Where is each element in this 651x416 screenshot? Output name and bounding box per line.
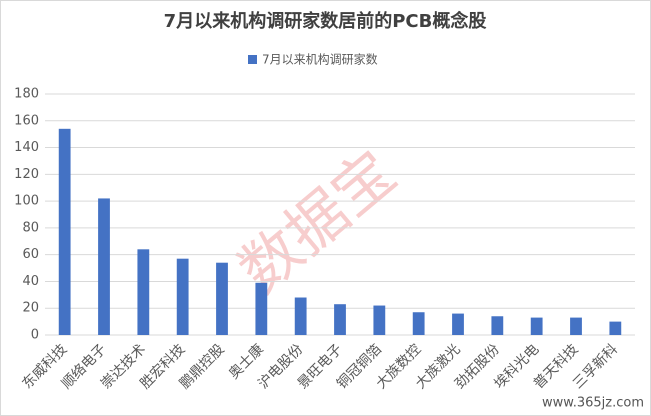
bar (137, 249, 150, 335)
y-tick-label: 100 (14, 194, 39, 209)
legend-label: 7月以来机构调研家数 (262, 52, 378, 67)
y-tick-label: 120 (14, 167, 39, 182)
bar (334, 304, 346, 335)
y-tick-label: 40 (22, 274, 39, 289)
bar (412, 312, 425, 335)
bar (609, 321, 622, 335)
bar (58, 128, 71, 335)
y-tick-label: 60 (22, 247, 39, 262)
bar (255, 282, 268, 335)
y-tick-label: 180 (14, 87, 39, 102)
bar (373, 305, 386, 335)
bar (98, 198, 110, 335)
y-tick-label: 0 (31, 328, 39, 343)
chart-title: 7月以来机构调研家数居前的PCB概念股 (164, 10, 488, 32)
bar (452, 313, 464, 335)
bar (530, 317, 543, 335)
bar (216, 262, 228, 335)
source-watermark: www.365jz.com (542, 396, 644, 411)
bar (176, 258, 189, 335)
y-tick-label: 80 (22, 220, 39, 235)
bar (570, 317, 582, 335)
y-tick-label: 20 (22, 301, 39, 316)
legend-swatch (248, 55, 257, 64)
y-tick-label: 140 (14, 140, 39, 155)
y-tick-label: 160 (14, 113, 39, 128)
bar (491, 316, 504, 335)
bar (294, 297, 307, 335)
